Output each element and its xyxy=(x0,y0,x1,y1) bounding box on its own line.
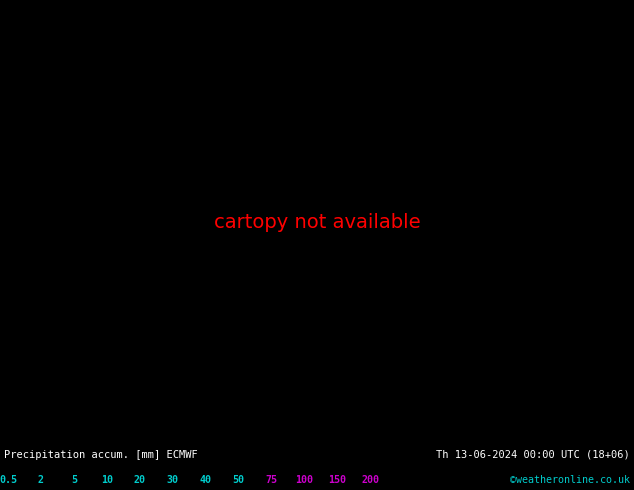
Text: Precipitation accum. [mm] ECMWF: Precipitation accum. [mm] ECMWF xyxy=(4,450,198,460)
Text: 2: 2 xyxy=(38,475,44,485)
Text: 100: 100 xyxy=(295,475,313,485)
Text: 200: 200 xyxy=(361,475,379,485)
Text: 0.5: 0.5 xyxy=(0,475,17,485)
Text: 30: 30 xyxy=(167,475,179,485)
Text: 20: 20 xyxy=(134,475,146,485)
Text: 75: 75 xyxy=(265,475,277,485)
Text: 50: 50 xyxy=(233,475,244,485)
Text: ©weatheronline.co.uk: ©weatheronline.co.uk xyxy=(510,475,630,485)
Text: 5: 5 xyxy=(71,475,77,485)
Text: 10: 10 xyxy=(101,475,113,485)
Text: cartopy not available: cartopy not available xyxy=(214,214,420,232)
Text: 150: 150 xyxy=(328,475,346,485)
Text: 40: 40 xyxy=(200,475,212,485)
Text: Th 13-06-2024 00:00 UTC (18+06): Th 13-06-2024 00:00 UTC (18+06) xyxy=(436,450,630,460)
